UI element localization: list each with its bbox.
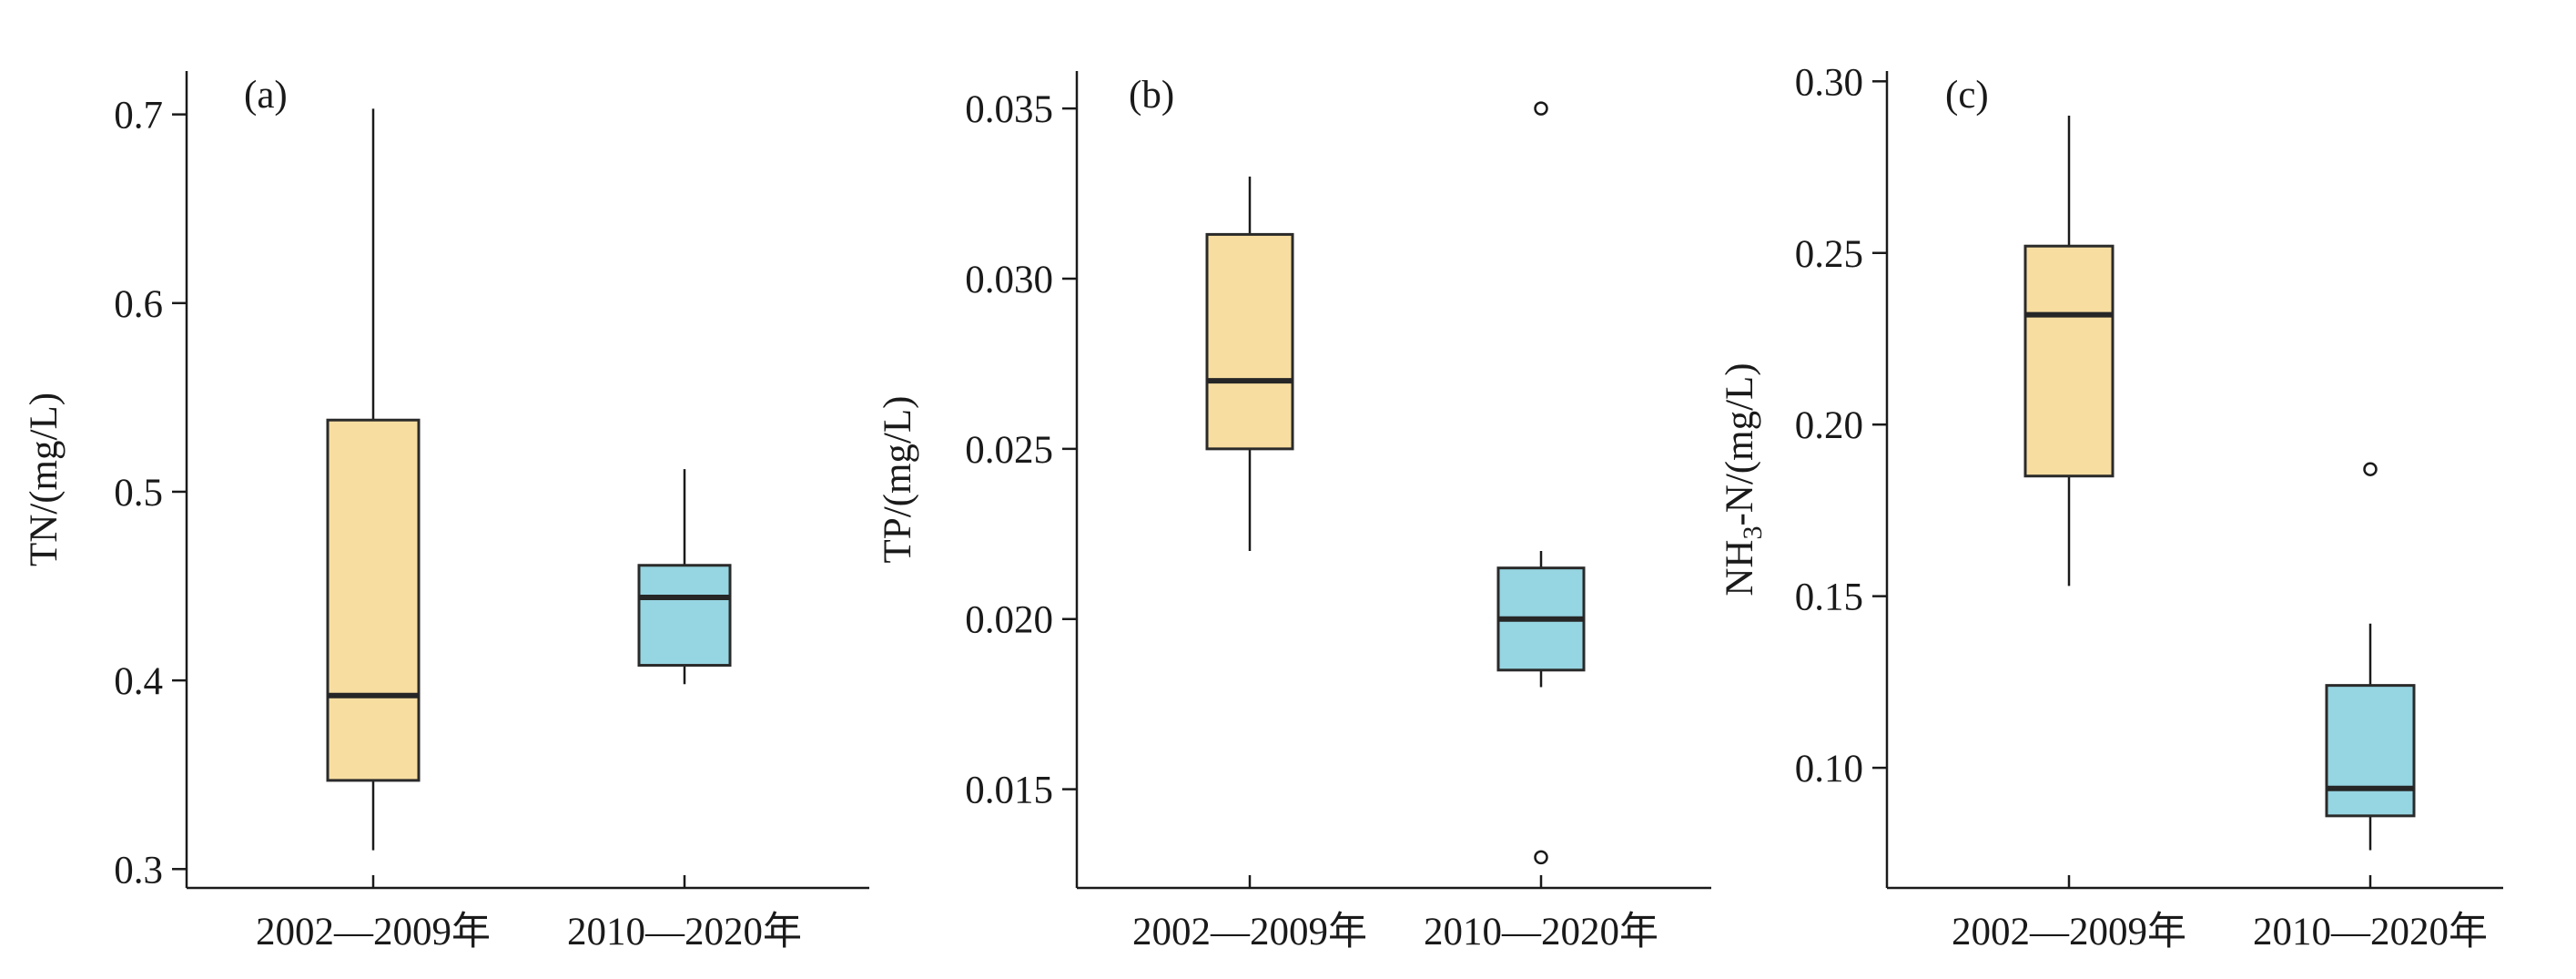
iqr-box [2325,684,2416,818]
y-tick-label: 0.7 [114,95,163,138]
panel-c: 0.10 0.15 0.20 0.25 0.30 2002—2009年 2010—2020年… [1719,61,2503,954]
y-axis-title: TP/(mg/L) [877,396,919,564]
y-tick-label: 0.5 [114,472,163,515]
panel-b: 0.015 0.020 0.025 0.030 0.035 2002—2009年 2010—… [877,71,1711,954]
y-tick-label: 0.30 [1795,61,1863,104]
panel-a: 0.3 0.4 0.5 0.6 0.7 2002—2009年 2010—2020年 (a) TN… [23,71,869,954]
outlier-point [1534,850,1548,865]
iqr-box [1205,232,1294,451]
y-tick-label: 0.6 [114,283,163,326]
x-tick-label: 2002—2009年 [256,911,491,954]
panel-label: (c) [1945,74,1989,117]
box-2002-2009 [1205,176,1294,551]
iqr-box [326,418,421,782]
panel-label: (a) [244,74,288,117]
x-tick-label: 2010—2020年 [1424,911,1658,954]
y-tick-label: 0.025 [965,429,1053,472]
box-2010-2020 [1496,101,1586,865]
box-2002-2009 [326,108,421,851]
y-tick-label: 0.3 [114,849,163,892]
x-tick-label: 2002—2009年 [1132,911,1367,954]
y-tick-label: 0.20 [1795,404,1863,447]
y-axis-title: NH3-N/(mg/L) [1719,362,1768,596]
y-tick-label: 0.035 [965,88,1053,131]
iqr-box [2023,244,2115,478]
y-tick-label: 0.25 [1795,233,1863,276]
box-2002-2009 [2023,115,2115,586]
y-tick-label: 0.015 [965,770,1053,812]
x-tick-label: 2002—2009年 [1952,911,2186,954]
outlier-point [1534,101,1548,116]
y-axis-title-subscript: 3 [1738,526,1768,540]
box-2010-2020 [637,469,732,685]
outlier-point [2363,462,2378,476]
y-axis-title: TN/(mg/L) [23,393,66,566]
y-tick-label: 0.030 [965,259,1053,301]
box-2010-2020 [2325,462,2416,851]
y-tick-label: 0.020 [965,599,1053,642]
y-axis-title-suffix: -N/(mg/L) [1719,362,1761,525]
iqr-box [637,564,732,668]
y-tick-label: 0.10 [1795,748,1863,790]
x-tick-label: 2010—2020年 [2253,911,2488,954]
y-tick-label: 0.4 [114,660,163,703]
y-axis-title-prefix: NH [1719,540,1761,597]
x-tick-label: 2010—2020年 [567,911,802,954]
y-tick-label: 0.15 [1795,576,1863,619]
panel-label: (b) [1129,74,1174,117]
